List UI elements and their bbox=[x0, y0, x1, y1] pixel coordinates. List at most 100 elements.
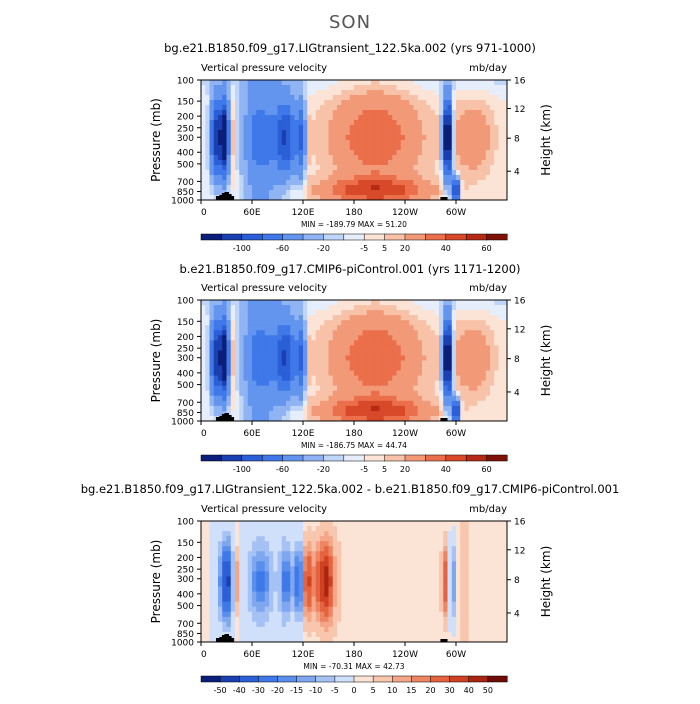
field-cell bbox=[222, 350, 227, 355]
field-cell bbox=[248, 165, 253, 170]
field-cell bbox=[286, 396, 291, 401]
field-cell bbox=[465, 90, 470, 95]
field-cell bbox=[222, 526, 227, 531]
field-cell bbox=[401, 135, 406, 140]
field-cell bbox=[350, 190, 355, 195]
field-cell bbox=[256, 592, 261, 597]
field-cell bbox=[456, 546, 461, 551]
field-cell bbox=[265, 396, 270, 401]
field-cell bbox=[460, 366, 465, 371]
field-cell bbox=[303, 592, 308, 597]
field-cell bbox=[452, 612, 457, 617]
field-cell bbox=[299, 165, 304, 170]
field-cell bbox=[337, 376, 342, 381]
field-cell bbox=[363, 406, 368, 411]
field-cell bbox=[443, 145, 448, 150]
field-cell bbox=[469, 145, 474, 150]
field-cell bbox=[218, 340, 223, 345]
field-cell bbox=[448, 582, 453, 587]
field-cell bbox=[499, 571, 504, 576]
field-cell bbox=[375, 561, 380, 566]
field-cell bbox=[320, 305, 325, 310]
field-cell bbox=[278, 536, 283, 541]
field-cell bbox=[384, 551, 389, 556]
field-cell bbox=[490, 546, 495, 551]
field-cell bbox=[409, 582, 414, 587]
field-cell bbox=[244, 561, 249, 566]
field-cell bbox=[460, 330, 465, 335]
field-cell bbox=[282, 300, 287, 305]
field-cell bbox=[256, 130, 261, 135]
field-cell bbox=[299, 391, 304, 396]
field-cell bbox=[375, 105, 380, 110]
field-cell bbox=[265, 541, 270, 546]
field-cell bbox=[235, 561, 240, 566]
field-cell bbox=[367, 612, 372, 617]
season-title: SON bbox=[0, 12, 700, 33]
field-cell bbox=[409, 521, 414, 526]
field-cell bbox=[265, 587, 270, 592]
field-cell bbox=[303, 335, 308, 340]
field-cell bbox=[214, 546, 219, 551]
field-cell bbox=[201, 371, 206, 376]
field-cell bbox=[307, 100, 312, 105]
field-cell bbox=[460, 592, 465, 597]
field-cell bbox=[431, 386, 436, 391]
field-cell bbox=[380, 587, 385, 592]
field-cell bbox=[244, 566, 249, 571]
field-cell bbox=[244, 551, 249, 556]
field-cell bbox=[286, 85, 291, 90]
field-cell bbox=[486, 90, 491, 95]
field-cell bbox=[367, 521, 372, 526]
field-cell bbox=[392, 355, 397, 360]
field-cell bbox=[367, 592, 372, 597]
field-cell bbox=[401, 335, 406, 340]
field-cell bbox=[205, 521, 210, 526]
field-cell bbox=[439, 597, 444, 602]
field-cell bbox=[286, 561, 291, 566]
field-cell bbox=[346, 396, 351, 401]
field-cell bbox=[397, 381, 402, 386]
colorbar-swatch bbox=[487, 455, 508, 461]
field-cell bbox=[375, 155, 380, 160]
field-cell bbox=[222, 175, 227, 180]
field-cell bbox=[456, 582, 461, 587]
field-cell bbox=[299, 175, 304, 180]
field-cell bbox=[324, 546, 329, 551]
field-cell bbox=[397, 571, 402, 576]
field-cell bbox=[269, 612, 274, 617]
field-cell bbox=[414, 546, 419, 551]
field-cell bbox=[333, 190, 338, 195]
field-cell bbox=[218, 120, 223, 125]
field-cell bbox=[214, 320, 219, 325]
field-cell bbox=[371, 80, 376, 85]
field-cell bbox=[252, 90, 257, 95]
field-cell bbox=[231, 366, 236, 371]
field-cell bbox=[312, 300, 317, 305]
field-cell bbox=[384, 576, 389, 581]
field-cell bbox=[435, 120, 440, 125]
field-cell bbox=[201, 90, 206, 95]
field-cell bbox=[295, 602, 300, 607]
field-cell bbox=[350, 340, 355, 345]
field-cell bbox=[431, 315, 436, 320]
field-cell bbox=[307, 531, 312, 536]
field-cell bbox=[448, 411, 453, 416]
field-cell bbox=[388, 350, 393, 355]
field-cell bbox=[210, 582, 215, 587]
field-cell bbox=[290, 190, 295, 195]
field-cell bbox=[324, 526, 329, 531]
field-cell bbox=[333, 411, 338, 416]
field-cell bbox=[346, 135, 351, 140]
field-cell bbox=[448, 335, 453, 340]
field-cell bbox=[401, 602, 406, 607]
field-cell bbox=[350, 165, 355, 170]
field-cell bbox=[307, 150, 312, 155]
field-cell bbox=[201, 355, 206, 360]
field-cell bbox=[256, 587, 261, 592]
field-cell bbox=[278, 150, 283, 155]
field-cell bbox=[346, 526, 351, 531]
field-cell bbox=[307, 85, 312, 90]
field-cell bbox=[388, 546, 393, 551]
field-cell bbox=[316, 190, 321, 195]
